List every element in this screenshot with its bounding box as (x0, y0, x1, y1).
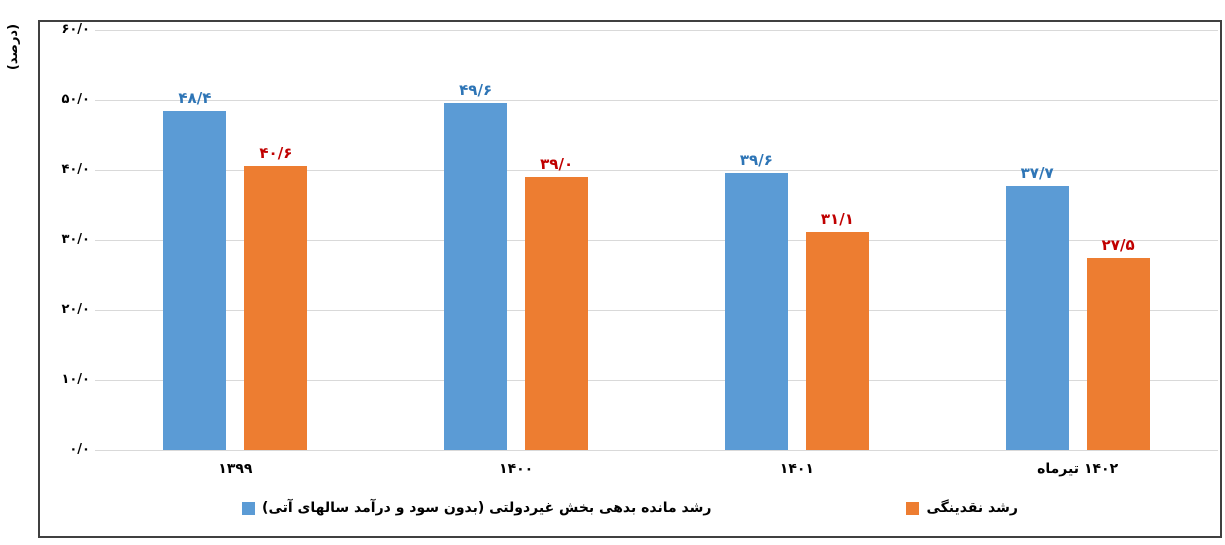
bar-value-label: ۴۸/۴ (178, 89, 212, 108)
bar: ۳۹/۰ (525, 155, 589, 450)
bar-value-label: ۳۱/۱ (820, 210, 854, 229)
y-axis-title: (درصد) (6, 23, 21, 71)
bar-value-label: ۲۷/۵ (1101, 235, 1135, 254)
y-tick-label: ۵۰/۰ (61, 92, 90, 107)
x-category-token: تیرماه (1037, 461, 1079, 477)
bar: ۴۸/۴ (163, 89, 227, 450)
gridline (95, 170, 1218, 171)
legend-swatch (242, 501, 256, 515)
bar-group: ۴۸/۴ ۴۰/۶ ۱۳۹۹ (95, 89, 376, 477)
gridline (95, 310, 1218, 311)
y-tick-label: ۳۰/۰ (61, 232, 90, 247)
x-category-token: ۱۴۰۲ (1083, 461, 1119, 477)
y-tick-label: ۰/۰ (69, 442, 90, 457)
gridline (95, 100, 1218, 101)
plot-area: ۶۰/۰ ۵۰/۰ ۴۰/۰ ۳۰/۰ ۲۰/۰ ۱۰/۰ ۰/۰ ۴۸/۴ ۴۰/۶ ۱۳۹۹ ۴… (40, 22, 1220, 536)
bar-group: ۳۹/۶ ۳۱/۱ ۱۴۰۱ (657, 103, 938, 477)
bar-value-label: ۴۰/۶ (259, 143, 293, 162)
bar: ۴۰/۶ (244, 144, 308, 450)
bar: ۳۹/۶ (724, 151, 788, 450)
bar: ۴۹/۶ (444, 81, 508, 450)
legend-item: رشد مانده بدهی بخش غیردولتی (بدون سود و … (242, 500, 711, 516)
bar-groups: ۴۸/۴ ۴۰/۶ ۱۳۹۹ ۴۹/۶ ۳۹/۰ ۱۴۰۰ ۳۹/۶ ۳۱/۱ ۱۴۰۱ ۳۷/۷… (95, 81, 1218, 477)
gridline (95, 240, 1218, 241)
gridline (95, 380, 1218, 381)
legend-swatch (906, 501, 920, 515)
legend-item: رشد نقدینگی (906, 500, 1018, 516)
x-category-token: ۱۴۰۱ (779, 461, 814, 477)
y-tick-label: ۴۰/۰ (61, 162, 90, 177)
bar-group: ۴۹/۶ ۳۹/۰ ۱۴۰۰ (376, 81, 657, 477)
x-category-label: ۱۴۰۰ (376, 461, 657, 477)
bar: ۲۷/۵ (1086, 236, 1150, 450)
bar-value-label: ۳۹/۶ (739, 150, 773, 169)
gridline (95, 450, 1218, 451)
legend-label: رشد مانده بدهی بخش غیردولتی (بدون سود و … (262, 500, 712, 516)
x-category-label: ۱۴۰۱ (657, 461, 938, 477)
y-tick-label: ۱۰/۰ (61, 372, 90, 387)
bar-value-label: ۳۷/۷ (1020, 164, 1054, 183)
y-tick-label: ۶۰/۰ (61, 22, 90, 37)
gridline (95, 30, 1218, 31)
x-category-token: ۱۴۰۰ (499, 461, 534, 477)
x-category-token: ۱۳۹۹ (218, 461, 253, 477)
x-category-label: ۱۳۹۹ (95, 461, 376, 477)
chart-frame: ۶۰/۰ ۵۰/۰ ۴۰/۰ ۳۰/۰ ۲۰/۰ ۱۰/۰ ۰/۰ ۴۸/۴ ۴۰/۶ ۱۳۹۹ ۴… (38, 20, 1222, 538)
bar: ۳۷/۷ (1005, 164, 1069, 450)
bar-group: ۳۷/۷ ۲۷/۵ تیرماه ۱۴۰۲ (937, 103, 1218, 477)
bar: ۳۱/۱ (805, 210, 869, 450)
bar-value-label: ۳۹/۰ (540, 155, 574, 173)
legend: رشد مانده بدهی بخش غیردولتی (بدون سود و … (40, 500, 1220, 516)
y-tick-label: ۲۰/۰ (61, 302, 90, 317)
bar-value-label: ۴۹/۶ (459, 80, 493, 99)
x-category-label: تیرماه ۱۴۰۲ (937, 461, 1218, 477)
legend-label: رشد نقدینگی (926, 500, 1018, 516)
